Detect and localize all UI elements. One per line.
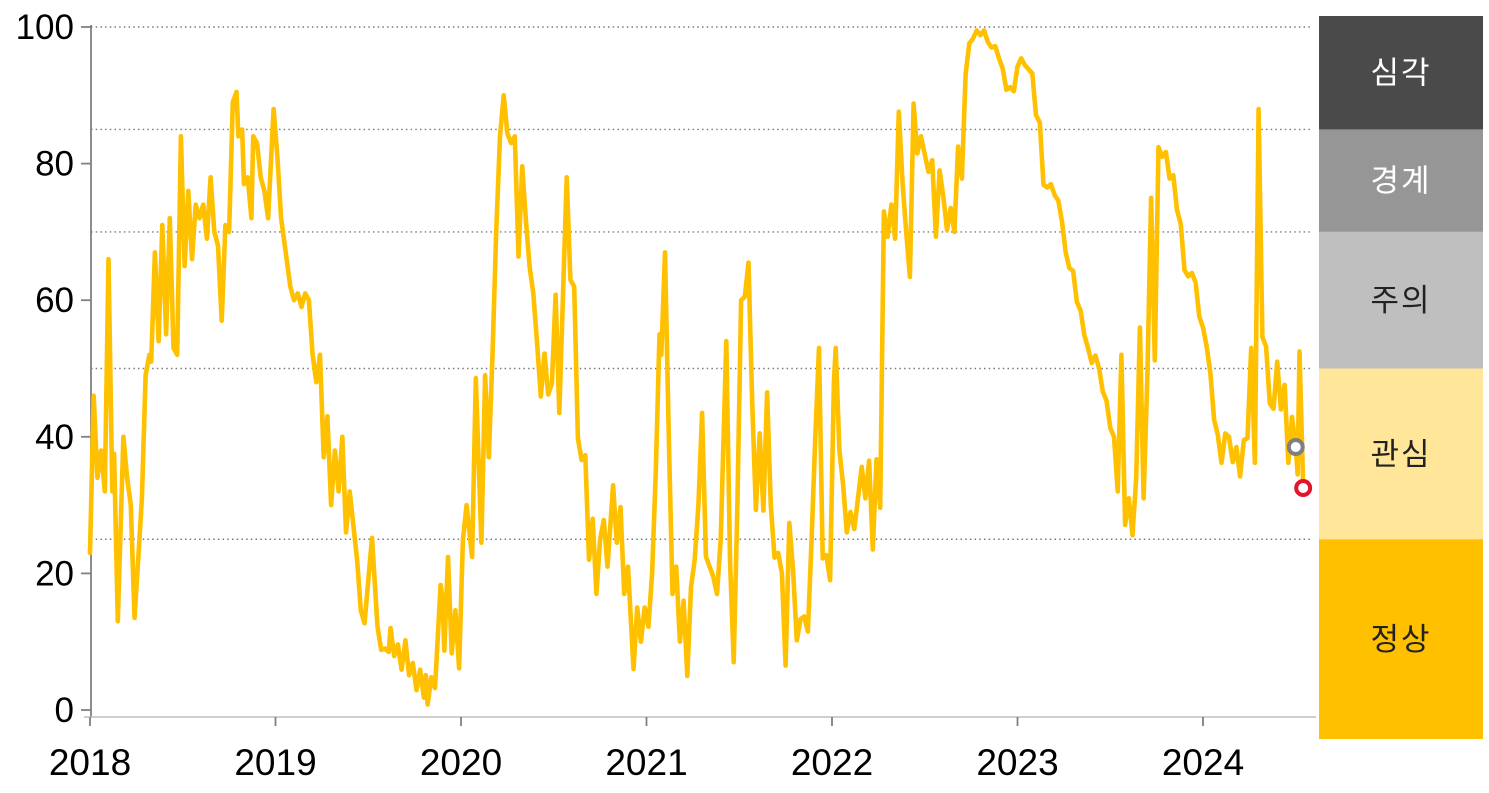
band-attention bbox=[1319, 368, 1483, 540]
x-axis-label-2020: 2020 bbox=[420, 742, 502, 783]
band-caution-label: 주의 bbox=[1370, 283, 1431, 318]
x-axis-label-2022: 2022 bbox=[791, 742, 873, 783]
band-attention-label: 관심 bbox=[1370, 437, 1431, 472]
band-alert bbox=[1319, 129, 1483, 232]
band-normal bbox=[1319, 539, 1483, 739]
y-axis-label-40: 40 bbox=[35, 418, 74, 457]
axes bbox=[81, 25, 1316, 726]
band-severe bbox=[1319, 16, 1483, 130]
previous-value-marker bbox=[1286, 438, 1305, 457]
y-axis-label-0: 0 bbox=[55, 691, 74, 730]
gridlines bbox=[91, 26, 1310, 540]
latest-value-marker bbox=[1294, 479, 1313, 498]
x-axis-label-2021: 2021 bbox=[605, 742, 687, 783]
series-line bbox=[87, 28, 1306, 707]
axis-labels: 0 20 40 60 80 100 2018 2019 2020 2021 2022 2023 2024 bbox=[16, 8, 1245, 783]
band-alert-label: 경계 bbox=[1370, 164, 1431, 199]
end-markers bbox=[1286, 438, 1313, 498]
band-caution bbox=[1319, 231, 1483, 369]
band-severe-label: 심각 bbox=[1370, 56, 1431, 91]
x-axis-label-2024: 2024 bbox=[1162, 742, 1244, 783]
stress-index-line bbox=[87, 28, 1306, 707]
y-axis-label-100: 100 bbox=[16, 8, 74, 47]
y-axis-label-20: 20 bbox=[35, 554, 74, 593]
x-axis-label-2019: 2019 bbox=[234, 742, 316, 783]
x-axis-label-2023: 2023 bbox=[976, 742, 1058, 783]
band-normal-label: 정상 bbox=[1370, 622, 1431, 657]
x-axis-label-2018: 2018 bbox=[49, 742, 131, 783]
y-axis-label-80: 80 bbox=[35, 145, 74, 184]
y-axis-label-60: 60 bbox=[35, 281, 74, 320]
